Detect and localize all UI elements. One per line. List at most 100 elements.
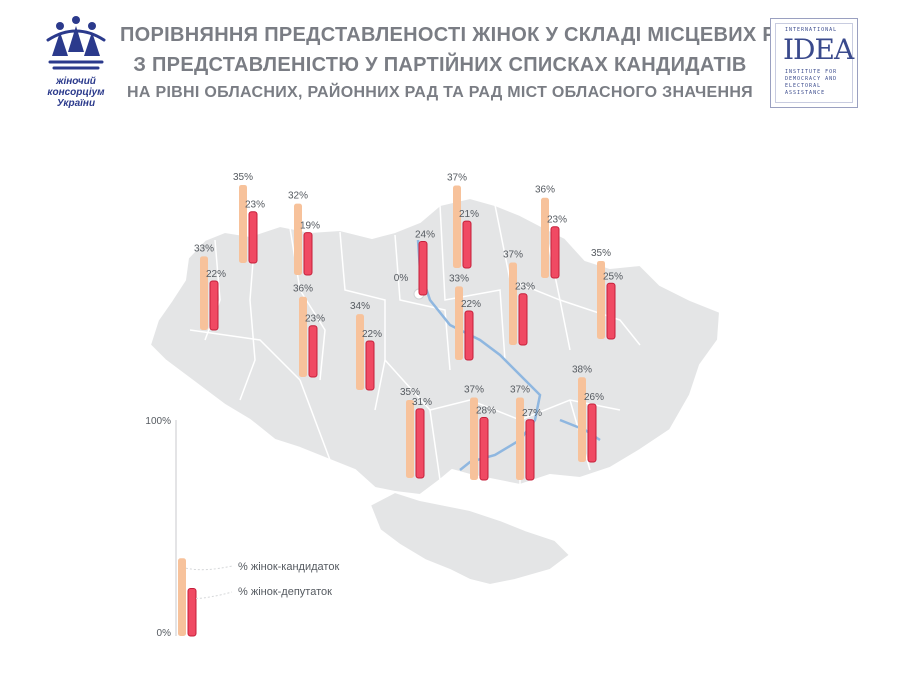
candidates-label: 37% <box>464 384 484 395</box>
region-bar-group: 35%31% <box>400 387 432 479</box>
idea-text-4: ASSISTANCE <box>785 90 826 96</box>
candidates-bar <box>239 184 247 263</box>
region-bar-group: 38% 26% <box>572 364 604 463</box>
candidates-bar <box>299 296 307 377</box>
deputies-label: 25% <box>603 271 623 282</box>
candidates-label: 32% <box>288 191 308 202</box>
idea-wordmark: IDEA <box>783 33 854 66</box>
deputies-bar <box>518 293 528 346</box>
candidates-label: 36% <box>535 185 555 196</box>
deputies-label: 27% <box>522 408 542 419</box>
candidates-bar <box>200 256 208 330</box>
candidates-label: 37% <box>510 384 530 395</box>
candidates-label: 35% <box>233 172 253 183</box>
idea-text-1: INSTITUTE FOR <box>785 69 838 75</box>
candidates-bar <box>453 185 461 268</box>
candidates-label: 37% <box>503 249 523 260</box>
region-bar-group: 34% 22% <box>350 301 382 391</box>
region-bar-group: 33% 22% <box>449 273 481 361</box>
chart-title-line1: ПОРІВНЯННЯ ПРЕДСТАВЛЕНОСТІ ЖІНОК У СКЛАД… <box>120 24 805 46</box>
deputies-bar <box>462 220 472 269</box>
candidates-bar <box>516 397 524 480</box>
candidates-bar <box>509 262 517 345</box>
idea-logo: INTERNATIONAL IDEA INSTITUTE FOR DEMOCRA… <box>770 18 858 108</box>
candidates-label: 34% <box>350 301 370 312</box>
region-bar-group: 37% 27% <box>510 384 542 481</box>
deputies-bar <box>587 403 597 463</box>
idea-text-2: DEMOCRACY AND <box>785 76 838 82</box>
candidates-label: 37% <box>447 172 467 183</box>
region-bar-group: 32% 19% <box>288 191 320 276</box>
region-bar-group: 37% 23% <box>503 249 535 346</box>
ukraine-map <box>149 197 721 586</box>
logo-text-line3: України <box>56 98 96 109</box>
deputies-bar <box>308 325 318 378</box>
ukraine-mainland <box>149 197 721 496</box>
deputies-bar <box>209 280 219 331</box>
deputies-label: 22% <box>461 299 481 310</box>
legend-leader-deputies <box>195 591 233 599</box>
legend-candidates-swatch <box>178 558 186 636</box>
crimea <box>369 491 571 586</box>
region-bar-group: 35% 23% <box>233 172 265 264</box>
region-bar-group: 33% 22% <box>194 243 226 331</box>
logo-text-line1: жіночий <box>56 76 96 87</box>
deputies-label: 23% <box>305 314 325 325</box>
deputies-label: 19% <box>300 221 320 232</box>
logo-text-line2: консорціум <box>47 87 105 98</box>
deputies-bar <box>525 419 535 481</box>
deputies-bar <box>248 211 258 264</box>
idea-text-3: ELECTORAL <box>785 83 822 89</box>
deputies-label: 24% <box>415 229 435 240</box>
candidates-bar <box>455 286 463 360</box>
legend-leader-candidates <box>185 565 233 571</box>
candidates-label: 36% <box>293 284 313 295</box>
legend-deputies-swatch <box>187 587 197 637</box>
deputies-bar <box>464 310 474 361</box>
candidates-label: 38% <box>572 364 592 375</box>
candidates-bar <box>356 314 364 390</box>
deputies-bar <box>303 232 313 276</box>
region-bar-group: 36% 23% <box>535 185 567 279</box>
scale-label-top: 100% <box>145 416 171 427</box>
deputies-bar <box>606 282 616 340</box>
legend: 100% 0% <box>145 416 233 639</box>
scale-label-bottom: 0% <box>157 628 172 639</box>
deputies-label: 22% <box>362 329 382 340</box>
candidates-bar <box>470 397 478 480</box>
region-bar-group: 36% 23% <box>293 284 325 378</box>
deputies-bar <box>479 417 489 481</box>
deputies-label: 26% <box>584 392 604 403</box>
deputies-label: 31% <box>412 397 432 408</box>
deputies-label: 21% <box>459 209 479 220</box>
deputies-bar <box>365 340 375 391</box>
deputies-label: 23% <box>515 282 535 293</box>
legend-label-candidates: % жінок-кандидаток <box>238 561 340 573</box>
deputies-label: 28% <box>476 406 496 417</box>
deputies-bar <box>415 408 425 479</box>
chart-title-line2: З ПРЕДСТАВЛЕНІСТЮ У ПАРТІЙНИХ СПИСКАХ КА… <box>133 54 747 76</box>
consortium-emblem-icon <box>46 16 106 70</box>
chart-subtitle: НА РІВНІ ОБЛАСНИХ, РАЙОННИХ РАД ТА РАД М… <box>127 84 753 101</box>
women-consortium-logo: жіночий консорціум України <box>40 12 112 112</box>
deputies-bar <box>550 226 560 279</box>
idea-international: INTERNATIONAL <box>785 27 838 33</box>
deputies-label: 23% <box>547 215 567 226</box>
region-bar-group: 37% 28% <box>464 384 496 481</box>
candidates-label: 35% <box>591 248 611 259</box>
candidates-bar <box>578 377 586 462</box>
region-bar-group: 35% 25% <box>591 248 623 340</box>
candidates-bar <box>294 203 302 275</box>
candidates-bar <box>597 260 605 339</box>
region-bar-group: 0% 24% <box>394 229 435 296</box>
candidates-label: 33% <box>194 243 214 254</box>
region-bar-group: 37% 21% <box>447 172 479 269</box>
candidates-label: 35% <box>400 387 420 398</box>
candidates-label: 0% <box>394 273 409 284</box>
deputies-label: 22% <box>206 269 226 280</box>
legend-label-deputies: % жінок-депутаток <box>238 586 332 598</box>
candidates-label: 33% <box>449 273 469 284</box>
region-bars: 33% 22% 35% 23% 32% 19% 36% 23% 34% 22% 0% 24% 37% 21… <box>194 172 623 481</box>
deputies-label: 23% <box>245 200 265 211</box>
